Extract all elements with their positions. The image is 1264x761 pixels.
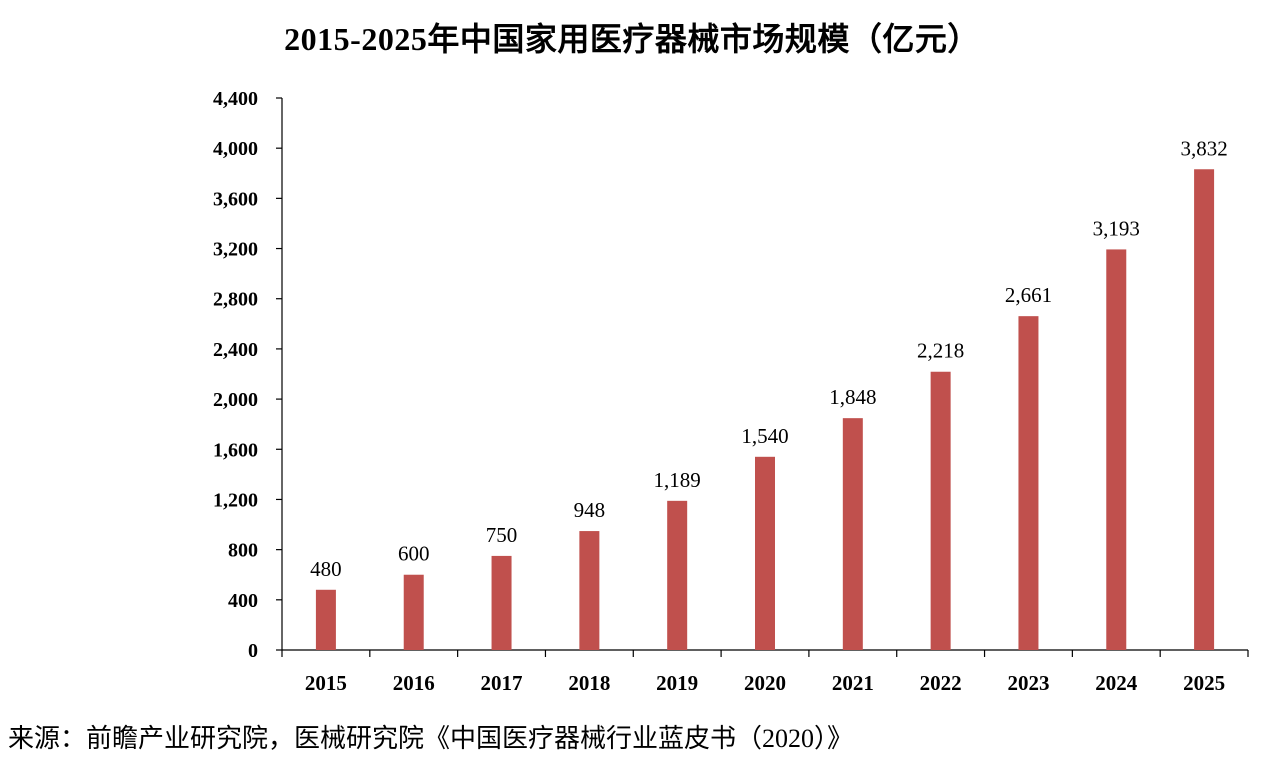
x-tick-label: 2019 bbox=[656, 671, 698, 695]
data-label: 1,540 bbox=[741, 424, 788, 448]
bar bbox=[930, 371, 951, 650]
chart-title: 2015-2025年中国家用医疗器械市场规模（亿元） bbox=[284, 21, 980, 57]
x-tick-label: 2018 bbox=[568, 671, 610, 695]
x-tick-label: 2015 bbox=[305, 671, 347, 695]
y-tick-label: 3,600 bbox=[213, 188, 258, 210]
bar bbox=[667, 500, 688, 650]
x-tick-label: 2020 bbox=[744, 671, 786, 695]
y-tick-label: 2,000 bbox=[213, 389, 258, 411]
bar bbox=[491, 555, 512, 650]
x-tick-label: 2017 bbox=[481, 671, 523, 695]
y-tick-label: 400 bbox=[228, 590, 258, 612]
bar bbox=[1018, 316, 1039, 650]
data-label: 948 bbox=[574, 498, 606, 522]
y-tick-label: 1,200 bbox=[213, 489, 258, 511]
bar bbox=[403, 574, 424, 650]
x-tick-label: 2016 bbox=[393, 671, 435, 695]
y-tick-label: 4,400 bbox=[213, 88, 258, 110]
bar bbox=[1106, 249, 1127, 650]
bar bbox=[579, 531, 600, 650]
y-tick-label: 2,800 bbox=[213, 289, 258, 311]
x-tick-label: 2022 bbox=[920, 671, 962, 695]
bar bbox=[755, 456, 775, 650]
data-label: 1,189 bbox=[654, 468, 701, 492]
y-tick-label: 4,000 bbox=[213, 138, 258, 160]
data-label: 3,832 bbox=[1180, 136, 1227, 160]
x-tick-label: 2024 bbox=[1095, 671, 1138, 695]
y-axis: 0 400 800 1,200 1,600 2,000 2,400 2,800 3,200 3,6… bbox=[213, 88, 283, 662]
x-axis: 2015 2016 2017 2018 2019 2020 2021 2022 2023 2024… bbox=[281, 649, 1249, 695]
bars bbox=[315, 169, 1215, 650]
data-label: 1,848 bbox=[829, 385, 876, 409]
x-tick-label: 2023 bbox=[1007, 671, 1049, 695]
bar bbox=[842, 418, 863, 650]
y-tick-label: 0 bbox=[248, 640, 258, 662]
data-labels: 480 600 750 948 1,189 1,540 1,848 2,218 2,661 3,1… bbox=[310, 136, 1228, 581]
data-label: 600 bbox=[398, 542, 430, 566]
data-label: 2,661 bbox=[1005, 283, 1052, 307]
bar bbox=[1194, 169, 1215, 650]
data-label: 2,218 bbox=[917, 339, 964, 363]
x-tick-label: 2021 bbox=[832, 671, 874, 695]
source-note: 来源：前瞻产业研究院，医械研究院《中国医疗器械行业蓝皮书（2020）》 bbox=[8, 724, 854, 753]
y-tick-label: 1,600 bbox=[213, 439, 258, 461]
x-tick-label: 2025 bbox=[1183, 671, 1225, 695]
y-tick-label: 3,200 bbox=[213, 239, 258, 261]
y-tick-label: 800 bbox=[228, 540, 258, 562]
data-label: 480 bbox=[310, 557, 342, 581]
bar bbox=[315, 589, 336, 650]
y-tick-label: 2,400 bbox=[213, 339, 258, 361]
data-label: 3,193 bbox=[1093, 216, 1140, 240]
data-label: 750 bbox=[486, 523, 518, 547]
